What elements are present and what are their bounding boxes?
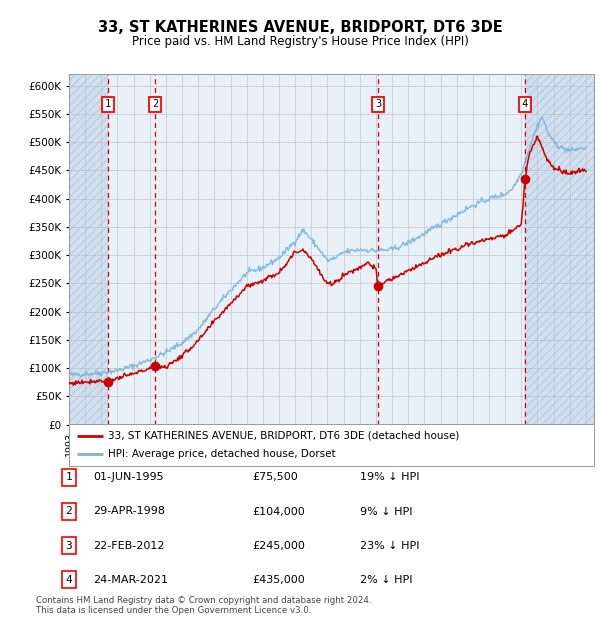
Bar (525, 74, 594, 425)
Text: 29-APR-1998: 29-APR-1998 (93, 507, 165, 516)
Text: 33, ST KATHERINES AVENUE, BRIDPORT, DT6 3DE (detached house): 33, ST KATHERINES AVENUE, BRIDPORT, DT6 … (109, 431, 460, 441)
Text: 2: 2 (65, 507, 73, 516)
Text: 2% ↓ HPI: 2% ↓ HPI (360, 575, 413, 585)
Text: 22-FEB-2012: 22-FEB-2012 (93, 541, 164, 551)
Text: £104,000: £104,000 (252, 507, 305, 516)
Bar (69, 74, 108, 425)
Text: £75,500: £75,500 (252, 472, 298, 482)
Text: £435,000: £435,000 (252, 575, 305, 585)
Text: 4: 4 (65, 575, 73, 585)
Text: 19% ↓ HPI: 19% ↓ HPI (360, 472, 419, 482)
Text: 9% ↓ HPI: 9% ↓ HPI (360, 507, 413, 516)
Text: 4: 4 (522, 99, 528, 109)
Text: 23% ↓ HPI: 23% ↓ HPI (360, 541, 419, 551)
Text: 3: 3 (65, 541, 73, 551)
Text: 01-JUN-1995: 01-JUN-1995 (93, 472, 164, 482)
Text: 1: 1 (105, 99, 111, 109)
Text: 1: 1 (65, 472, 73, 482)
Text: Price paid vs. HM Land Registry's House Price Index (HPI): Price paid vs. HM Land Registry's House … (131, 35, 469, 48)
Text: 24-MAR-2021: 24-MAR-2021 (93, 575, 168, 585)
Text: £245,000: £245,000 (252, 541, 305, 551)
Text: HPI: Average price, detached house, Dorset: HPI: Average price, detached house, Dors… (109, 450, 336, 459)
Text: 33, ST KATHERINES AVENUE, BRIDPORT, DT6 3DE: 33, ST KATHERINES AVENUE, BRIDPORT, DT6 … (98, 20, 502, 35)
Bar (525, 74, 594, 425)
Text: 2: 2 (152, 99, 158, 109)
Text: Contains HM Land Registry data © Crown copyright and database right 2024.
This d: Contains HM Land Registry data © Crown c… (36, 596, 371, 615)
Text: 3: 3 (375, 99, 381, 109)
Bar (69, 74, 108, 425)
